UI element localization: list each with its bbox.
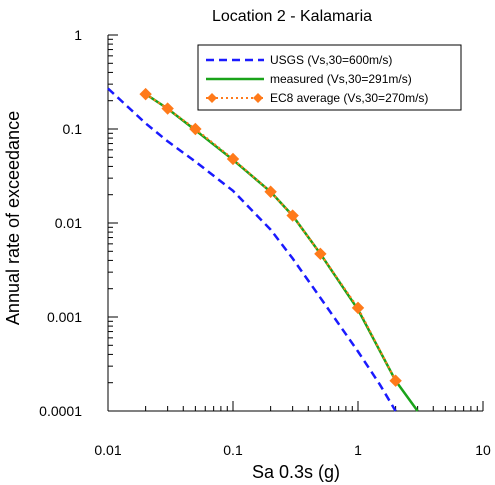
legend-entry: EC8 average (Vs,30=270m/s) (206, 91, 428, 105)
series-2-marker (189, 122, 202, 136)
x-tick-label: 1 (354, 442, 362, 458)
series-2-marker (314, 247, 327, 261)
legend: USGS (Vs,30=600m/s) measured (Vs,30=291m/… (197, 44, 462, 111)
series-2-marker (351, 301, 365, 315)
legend-marker (207, 93, 217, 103)
y-tick-label: 0.1 (63, 121, 83, 137)
legend-entry: USGS (Vs,30=600m/s) (206, 53, 392, 67)
legend-label: USGS (Vs,30=600m/s) (270, 53, 392, 67)
y-tick-label: 1 (74, 27, 82, 43)
y-tick-label: 0.0001 (39, 403, 82, 419)
legend-label: measured (Vs,30=291m/s) (270, 72, 412, 86)
x-axis-title: Sa 0.3s (g) (252, 462, 340, 482)
series-2-marker (226, 152, 240, 166)
series-2-marker (264, 185, 277, 198)
chart-title: Location 2 - Kalamaria (212, 8, 372, 25)
axis-ticks: 1 0.1 0.01 0.001 0.0001 0.01 0.1 1 10 (39, 27, 491, 458)
series-2-marker (139, 87, 152, 101)
series-layer (107, 87, 419, 412)
x-tick-label: 10 (475, 442, 491, 458)
legend-label: EC8 average (Vs,30=270m/s) (270, 91, 428, 105)
legend-marker (253, 93, 263, 103)
x-tick-label: 0.1 (223, 442, 243, 458)
legend-entry: measured (Vs,30=291m/s) (206, 72, 412, 86)
x-tick-label: 0.01 (94, 442, 121, 458)
series-0-line (107, 87, 397, 412)
series-2-marker (286, 209, 299, 222)
series-2-marker (161, 102, 174, 115)
series-2-marker (389, 374, 402, 387)
legend-box (197, 44, 462, 111)
y-axis-title: Annual rate of exceedance (3, 111, 23, 325)
y-tick-label: 0.001 (47, 309, 82, 325)
y-tick-label: 0.01 (55, 215, 82, 231)
